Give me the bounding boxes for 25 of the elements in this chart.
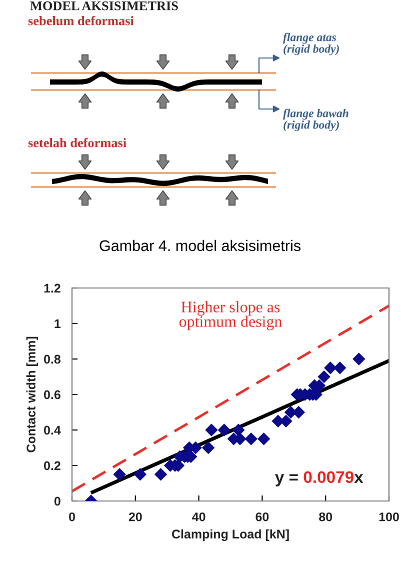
annotation: y = xyxy=(275,474,298,486)
x-tick-label: 20 xyxy=(128,512,142,522)
y-tick-label: 0.4 xyxy=(44,426,61,435)
annotation: 0.0079 xyxy=(304,471,354,484)
annotation: Higher slope as optimum design xyxy=(179,301,282,330)
x-axis-title: Clamping Load [kN] xyxy=(172,529,289,542)
x-tick-label: 40 xyxy=(192,512,206,522)
y-tick-label: 0 xyxy=(54,496,60,506)
text: MODEL AKSISIMETRIS xyxy=(30,1,178,10)
y-axis-title: Contact width [mm] xyxy=(26,336,38,452)
y-tick-label: 1.2 xyxy=(44,284,60,293)
x-tick-label: 60 xyxy=(256,512,269,522)
text: sebelum deformasi xyxy=(28,16,134,26)
y-tick-label: 0.6 xyxy=(44,390,60,400)
text: flange bawah (rigid body) xyxy=(283,108,348,132)
annotation: x xyxy=(354,474,364,483)
text: setelah deformasi xyxy=(28,138,126,148)
x-tick-label: 80 xyxy=(319,512,332,522)
text: flange atas (rigid body) xyxy=(283,32,339,56)
y-tick-label: 1 xyxy=(54,319,61,328)
x-tick-label: 100 xyxy=(379,512,399,522)
text: Gambar 4. model aksisimetris xyxy=(100,240,300,252)
y-tick-label: 0.2 xyxy=(44,461,60,470)
x-tick-label: 0 xyxy=(69,512,75,522)
y-tick-label: 0.8 xyxy=(44,354,61,364)
